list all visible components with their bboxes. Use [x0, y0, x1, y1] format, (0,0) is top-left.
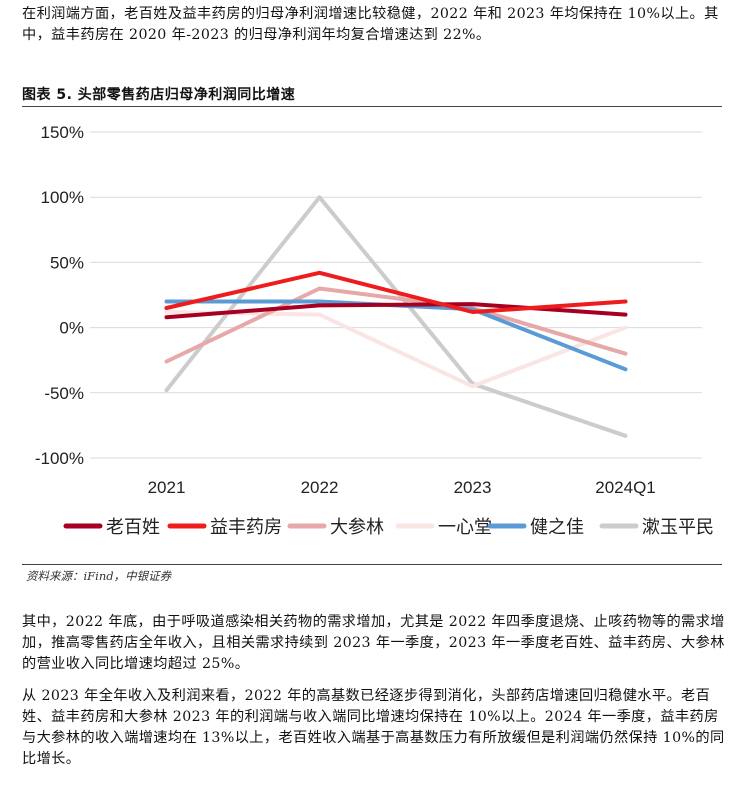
- legend-label: 健之佳: [530, 517, 584, 538]
- series-line-1: [164, 270, 628, 314]
- tick-layer: 150% 100% 50% 0% -50% -100% 2021 2022 2023 2024Q1: [35, 123, 656, 497]
- source-note: 资料来源：iFind，中银证券: [26, 569, 172, 583]
- y-tick-label: 100%: [41, 188, 84, 207]
- x-tick-label: 2022: [301, 478, 339, 497]
- legend-label: 漱玉平民: [642, 517, 714, 538]
- x-tick-label: 2024Q1: [595, 478, 656, 497]
- figure-top-rule: [22, 106, 722, 107]
- series-line-5: [164, 195, 628, 438]
- figure-bottom-rule: [22, 564, 722, 565]
- x-tick-label: 2023: [454, 478, 492, 497]
- series-line-2: [164, 286, 628, 364]
- intro-paragraph: 在利润端方面，老百姓及益丰药房的归母净利润增速比较稳健，2022 年和 2023…: [22, 6, 719, 43]
- legend-label: 一心堂: [438, 517, 492, 538]
- y-tick-label: 50%: [50, 253, 84, 272]
- y-tick-label: -100%: [35, 449, 84, 468]
- y-tick-label: 150%: [41, 123, 84, 142]
- net-profit-growth-chart: 150% 100% 50% 0% -50% -100% 2021 2022 2023 2024Q1…: [35, 123, 714, 538]
- legend-label: 老百姓: [106, 517, 160, 538]
- legend-label: 益丰药房: [210, 517, 282, 538]
- figure-title: 图表 5. 头部零售药店归母净利润同比增速: [22, 87, 296, 103]
- series-line-0: [164, 302, 628, 320]
- y-tick-label: 0%: [59, 319, 84, 338]
- series-layer: [164, 195, 628, 438]
- legend-label: 大参林: [330, 517, 384, 538]
- analysis-paragraph-2: 从 2023 年全年收入及利润来看，2022 年的高基数已经逐步得到消化，头部药…: [22, 688, 725, 767]
- series-line-3: [164, 310, 628, 389]
- legend-layer: 老百姓 益丰药房 大参林 一心堂 健之佳 漱玉平民: [63, 517, 714, 538]
- analysis-paragraph-1: 其中，2022 年底，由于呼吸道感染相关药物的需求增加，尤其是 2022 年四季…: [22, 614, 725, 672]
- y-tick-label: -50%: [44, 384, 84, 403]
- grid-layer: [90, 131, 702, 459]
- x-tick-label: 2021: [148, 478, 186, 497]
